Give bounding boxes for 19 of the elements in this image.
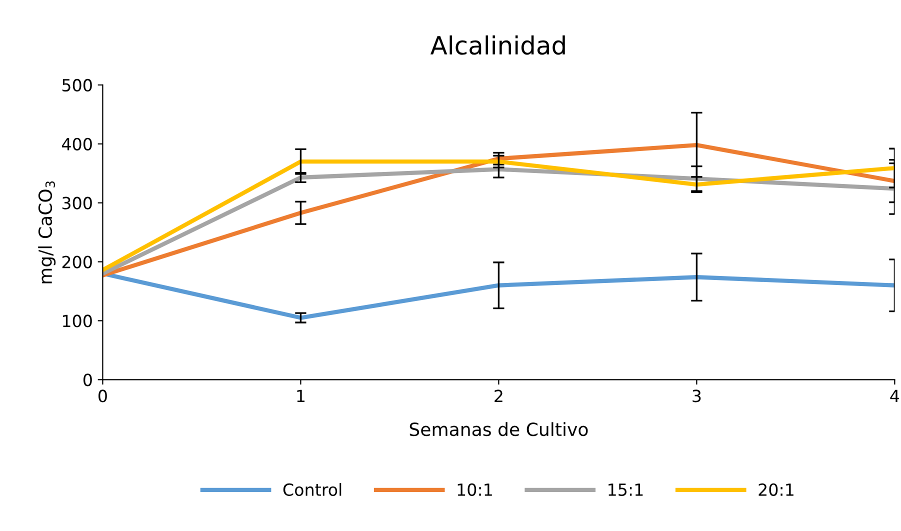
x-tick-label: 0	[98, 390, 107, 402]
y-tick-label: 300	[62, 196, 92, 210]
chart-title: Alcalinidad	[430, 35, 565, 55]
y-tick-label: 200	[62, 256, 92, 268]
y-tick-label: 500	[62, 78, 92, 92]
y-tick-label: 100	[63, 314, 92, 328]
y-axis-title: mg/l CaCO$_{3}$	[38, 181, 56, 284]
legend-label: 10:1	[458, 483, 492, 496]
x-axis-title: Semanas de Cultivo	[410, 422, 588, 436]
x-tick-label: 1	[297, 390, 304, 402]
x-tick-label: 4	[890, 390, 900, 402]
legend-label: 15:1	[608, 484, 643, 496]
y-tick-label: 0	[83, 374, 92, 386]
line-series	[102, 142, 895, 278]
y-tick-label: 400	[62, 138, 92, 150]
legend-label: 20:1	[758, 483, 794, 496]
x-tick-label: 2	[494, 390, 502, 402]
legend-label: Control	[283, 483, 342, 496]
x-tick-label: 3	[692, 390, 701, 402]
